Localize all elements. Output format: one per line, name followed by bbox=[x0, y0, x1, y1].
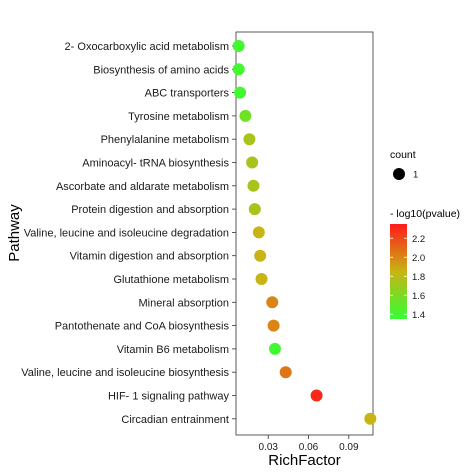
pathway-label: Pantothenate and CoA biosynthesis bbox=[55, 321, 230, 333]
count-legend-title: count bbox=[390, 149, 416, 161]
y-axis-ticks bbox=[232, 45, 236, 420]
data-point bbox=[232, 63, 245, 76]
data-points bbox=[232, 40, 377, 425]
x-tick-label: 0.09 bbox=[339, 442, 359, 453]
x-axis-title: RichFactor bbox=[268, 452, 341, 469]
pvalue-colorbar bbox=[390, 224, 407, 319]
pathway-label: Phenylalanine metabolism bbox=[101, 134, 229, 146]
data-point bbox=[279, 366, 292, 379]
pathway-label: Biosynthesis of amino acids bbox=[93, 64, 229, 76]
pathway-label: Ascorbate and aldarate metabolism bbox=[56, 181, 229, 193]
x-tick-label: 0.03 bbox=[259, 442, 279, 453]
pathway-label: Circadian entrainment bbox=[121, 414, 229, 426]
colorbar-ticks: 1.4 1.6 1.8 2.0 2.2 bbox=[390, 234, 425, 321]
x-axis-tick-labels: 0.03 0.06 0.09 bbox=[259, 442, 359, 453]
y-axis-tick-labels: 2- Oxocarboxylic acid metabolism Biosynth… bbox=[21, 41, 229, 426]
data-point bbox=[267, 319, 280, 332]
pathway-label: Aminoacyl- tRNA biosynthesis bbox=[82, 158, 229, 170]
plot-panel bbox=[235, 31, 374, 436]
data-point bbox=[243, 133, 256, 146]
pathway-label: Mineral absorption bbox=[139, 297, 230, 309]
data-point bbox=[246, 156, 259, 169]
data-point bbox=[254, 249, 267, 262]
colorbar-tick-label: 1.4 bbox=[412, 310, 425, 321]
pathway-label: 2- Oxocarboxylic acid metabolism bbox=[65, 41, 229, 53]
data-point bbox=[255, 273, 268, 285]
data-point bbox=[364, 412, 377, 425]
data-point bbox=[234, 86, 247, 99]
data-point bbox=[268, 342, 281, 355]
colorbar-tick-label: 2.0 bbox=[412, 253, 425, 264]
colorbar-tick-label: 1.8 bbox=[412, 272, 425, 283]
pathway-label: Glutathione metabolism bbox=[113, 274, 229, 286]
data-point bbox=[232, 40, 245, 52]
pathway-label: Protein digestion and absorption bbox=[71, 204, 229, 216]
colorbar-tick-label: 2.2 bbox=[412, 234, 425, 245]
pathway-label: Vitamin B6 metabolism bbox=[117, 344, 229, 356]
colorbar-tick-label: 1.6 bbox=[412, 291, 425, 302]
pathway-label: ABC transporters bbox=[145, 88, 230, 100]
data-point bbox=[239, 109, 252, 122]
data-point bbox=[252, 226, 265, 239]
pathway-label: Valine, leucine and isoleucine degradati… bbox=[24, 227, 229, 239]
data-point bbox=[310, 389, 323, 402]
data-point bbox=[248, 203, 261, 216]
x-axis-ticks bbox=[267, 435, 350, 439]
count-legend-key bbox=[393, 168, 405, 180]
pathway-label: Valine, leucine and isoleucine biosynthe… bbox=[21, 367, 229, 379]
x-tick-label: 0.06 bbox=[299, 442, 319, 453]
count-legend-label: 1 bbox=[413, 170, 418, 181]
pvalue-legend-title: - log10(pvalue) bbox=[390, 208, 460, 220]
pathway-label: Vitamin digestion and absorption bbox=[70, 251, 229, 263]
data-point bbox=[247, 179, 260, 192]
pathway-label: Tyrosine metabolism bbox=[128, 111, 229, 123]
y-axis-title: Pathway bbox=[6, 204, 23, 262]
pathway-label: HIF- 1 signaling pathway bbox=[108, 391, 230, 403]
data-point bbox=[266, 296, 279, 309]
